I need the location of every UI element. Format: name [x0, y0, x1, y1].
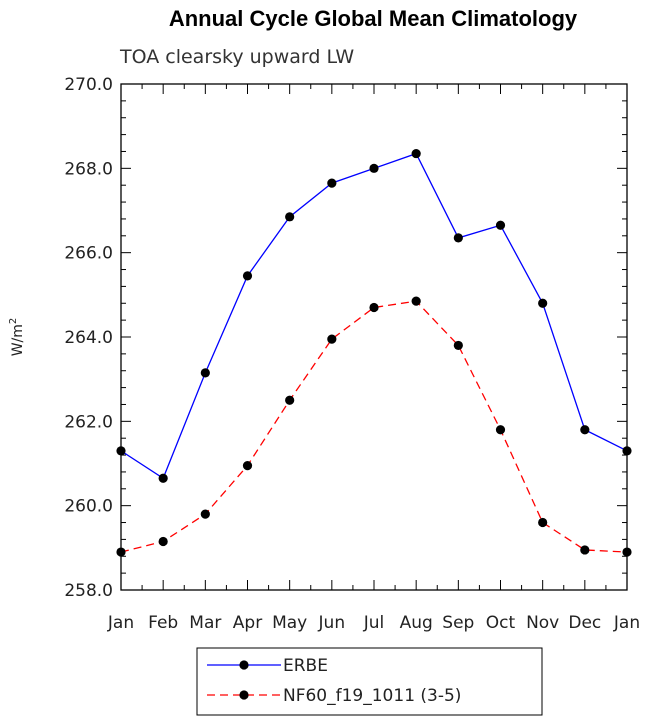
x-tick-label: Jan [613, 613, 640, 633]
series-1-point [158, 473, 168, 483]
x-tick-label: Oct [486, 613, 516, 633]
legend-marker-2 [239, 690, 249, 700]
series-2-point [622, 547, 632, 557]
series-1-point [622, 446, 632, 456]
series-1-point [200, 368, 210, 378]
series-2-point [495, 425, 506, 435]
x-tick-label: Feb [148, 613, 178, 633]
x-tick-label: Aug [400, 613, 433, 633]
x-tick-label: Sep [442, 613, 474, 633]
series-2-point [158, 536, 168, 547]
chart-title: Annual Cycle Global Mean Climatology [169, 6, 578, 31]
series-1-point [538, 298, 548, 308]
series-1-point [116, 446, 126, 456]
legend-box [196, 647, 543, 716]
series-2-point [580, 545, 590, 555]
y-tick-label: 266.0 [64, 244, 113, 264]
y-tick-label: 270.0 [64, 75, 113, 95]
y-tick-label: 258.0 [64, 581, 113, 601]
y-axis-label: W/m2 [8, 318, 26, 357]
x-tick-label: Jun [318, 613, 346, 633]
y-axis-label-exponent: 2 [8, 318, 19, 324]
y-tick-label: 262.0 [64, 412, 113, 432]
legend-marker-1 [239, 660, 249, 670]
x-tick-label: Jul [363, 613, 385, 633]
x-tick-label: Apr [233, 613, 262, 633]
series-line-1 [120, 152, 628, 480]
series-1-point [495, 220, 506, 230]
series-1-point [242, 271, 253, 281]
x-tick-label: May [272, 613, 307, 633]
series-2-point [538, 517, 548, 528]
y-tick-label: 260.0 [64, 497, 113, 517]
plot-frame [120, 83, 628, 591]
chart-subtitle: TOA clearsky upward LW [119, 46, 354, 68]
series-2-point [453, 340, 463, 351]
y-axis-label-unit: W/m [10, 324, 26, 356]
series-line-2 [120, 300, 628, 553]
series-1-point [327, 178, 337, 188]
legend: ERBE NF60_f19_1011 (3-5) [196, 647, 543, 716]
series-2-point [116, 547, 126, 557]
series-2-point [242, 461, 253, 471]
axes: Jan Feb Mar Apr May Jun Jul Aug Sep Oct Nov Dec Jan 2… [64, 75, 640, 633]
series-1-point [411, 148, 421, 159]
y-tick-label: 268.0 [64, 159, 113, 179]
series-1-point [369, 163, 379, 173]
series-layer [116, 148, 632, 557]
series-2-point [369, 302, 379, 313]
y-tick-label: 264.0 [64, 328, 113, 348]
x-tick-label: Jan [107, 613, 134, 633]
series-2-point [327, 334, 337, 344]
series-1-point [580, 425, 590, 435]
series-1-point [453, 233, 463, 243]
x-tick-label: Nov [526, 613, 559, 633]
series-2-point [200, 509, 210, 519]
x-tick-label: Dec [568, 613, 601, 633]
x-tick-label: Mar [189, 613, 221, 633]
series-2-point [285, 395, 295, 405]
series-1-point [285, 212, 295, 222]
series-2-point [411, 296, 421, 306]
legend-label-1: ERBE [283, 656, 328, 676]
legend-label-2: NF60_f19_1011 (3-5) [283, 686, 461, 706]
